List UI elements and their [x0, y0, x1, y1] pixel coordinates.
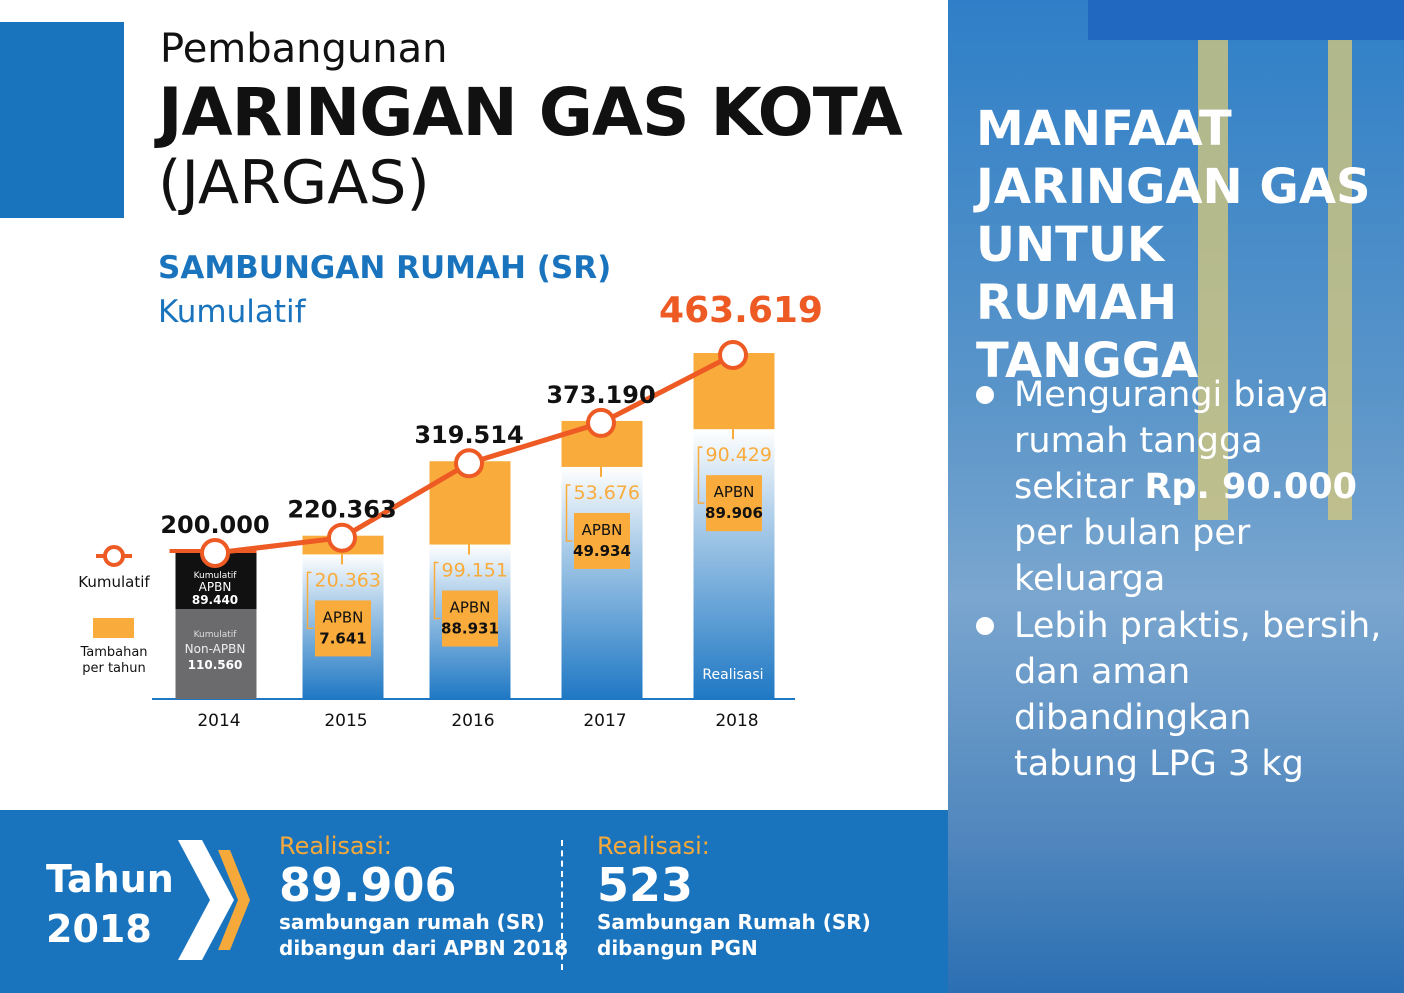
realisasi-label: Realisasi: — [597, 832, 710, 860]
summary-bar: Tahun 2018 Realisasi: 89.906 sambungan ru… — [0, 810, 948, 993]
realisasi-desc: sambungan rumah (SR) dibangun dari APBN 2… — [279, 910, 569, 960]
year-label: Tahun 2018 — [46, 857, 174, 951]
bar-non-apbn-2014 — [175, 609, 257, 699]
bracket — [565, 484, 573, 542]
bracket — [433, 561, 441, 620]
apbn-box — [442, 590, 498, 647]
tambahan-label: 53.676 — [574, 482, 640, 504]
cumulative-label: 319.514 — [414, 421, 523, 449]
legend-tambahan: per tahun — [82, 661, 146, 676]
realisasi-value: 89.906 — [279, 858, 457, 912]
bracket — [697, 446, 705, 504]
legend-tambahan: Tambahan — [79, 645, 147, 660]
bar-cumulative — [561, 466, 643, 699]
bar-label: Non-APBN — [185, 642, 246, 656]
apbn-box — [315, 600, 371, 657]
apbn-box — [706, 475, 762, 532]
bar-label: 89.440 — [192, 593, 238, 607]
bar-label: Kumulatif — [194, 571, 238, 581]
apbn-value: 49.934 — [573, 542, 631, 560]
apbn-value: 89.906 — [705, 504, 763, 522]
legend-swatch — [93, 618, 134, 638]
apbn-value: 88.931 — [441, 620, 499, 638]
x-tick-label: 2018 — [715, 711, 758, 731]
legend-kumulatif: Kumulatif — [78, 573, 150, 591]
pipe-image — [1198, 0, 1228, 520]
benefit-item: Lebih praktis, bersih, dan aman dibandin… — [976, 603, 1384, 787]
realisasi-desc: Sambungan Rumah (SR) dibangun PGN — [597, 910, 871, 960]
bar-label: APBN — [199, 580, 232, 594]
chart-panel: Pembangunan JARINGAN GAS KOTA (JARGAS) S… — [0, 22, 903, 731]
apbn-box — [574, 512, 630, 569]
bar-label: Kumulatif — [194, 630, 238, 640]
legend-point-icon — [103, 545, 125, 567]
tambahan-label: 90.429 — [706, 444, 772, 466]
benefit-item: Mengurangi biaya rumah tangga sekitar Rp… — [976, 372, 1384, 602]
realisasi-label: Realisasi: — [279, 832, 392, 860]
apbn-label: APBN — [714, 483, 755, 501]
cumulative-label: 463.619 — [659, 290, 823, 331]
benefits-heading: MANFAAT JARINGAN GAS UNTUK RUMAH TANGGA — [976, 101, 1371, 389]
tambahan-label: 99.151 — [442, 560, 508, 582]
cumulative-point — [327, 522, 357, 553]
tambahan-label: 20.363 — [315, 569, 381, 591]
cumulative-point — [454, 448, 484, 479]
cumulative-point — [718, 340, 748, 371]
realisasi-label: Realisasi — [702, 667, 763, 683]
apbn-label: APBN — [323, 608, 364, 626]
cumulative-label: 220.363 — [287, 496, 396, 524]
cumulative-label: 373.190 — [546, 381, 655, 409]
chart-subtitle2: Kumulatif — [158, 294, 306, 330]
apbn-label: APBN — [582, 521, 623, 539]
pipe-image — [1088, 0, 1404, 40]
benefits-panel: MANFAAT JARINGAN GAS UNTUK RUMAH TANGGA … — [948, 0, 1404, 993]
x-tick-label: 2014 — [197, 711, 240, 731]
x-tick-label: 2016 — [451, 711, 494, 731]
apbn-label: APBN — [450, 599, 491, 617]
bullet-icon — [976, 617, 994, 635]
chart: KumulatifAPBN89.440KumulatifNon-APBN110.… — [78, 290, 823, 731]
bracket — [306, 571, 314, 630]
cumulative-point — [586, 407, 616, 438]
apbn-value: 7.641 — [319, 629, 366, 647]
title-line1: Pembangunan — [160, 26, 448, 72]
realisasi-value: 523 — [597, 858, 694, 912]
pipe-image — [1328, 0, 1352, 520]
cumulative-label: 200.000 — [160, 511, 269, 539]
x-tick-label: 2017 — [583, 711, 626, 731]
decor-block — [0, 22, 124, 218]
divider — [561, 840, 563, 970]
title-line3: (JARGAS) — [158, 148, 430, 218]
title-line2: JARINGAN GAS KOTA — [158, 74, 903, 151]
chevron-right-icon — [178, 840, 250, 960]
bar-cumulative — [693, 429, 775, 699]
x-tick-label: 2015 — [324, 711, 367, 731]
chart-subtitle: SAMBUNGAN RUMAH (SR) — [158, 250, 612, 286]
cumulative-point — [200, 538, 230, 568]
bullet-icon — [976, 386, 994, 404]
bar-label: 110.560 — [188, 658, 243, 672]
